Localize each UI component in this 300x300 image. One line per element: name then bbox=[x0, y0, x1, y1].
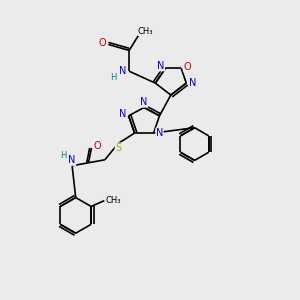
Text: H: H bbox=[61, 151, 67, 160]
Text: N: N bbox=[188, 78, 196, 88]
Text: N: N bbox=[140, 97, 148, 107]
Text: H: H bbox=[110, 73, 116, 82]
Text: N: N bbox=[119, 66, 126, 76]
Text: O: O bbox=[98, 38, 106, 48]
Text: N: N bbox=[68, 155, 76, 165]
Text: CH₃: CH₃ bbox=[105, 196, 121, 205]
Text: O: O bbox=[183, 62, 191, 72]
Text: N: N bbox=[156, 128, 163, 138]
Text: CH₃: CH₃ bbox=[138, 27, 153, 36]
Text: N: N bbox=[119, 109, 126, 119]
Text: N: N bbox=[157, 61, 165, 71]
Text: S: S bbox=[115, 143, 121, 153]
Text: O: O bbox=[94, 141, 101, 152]
